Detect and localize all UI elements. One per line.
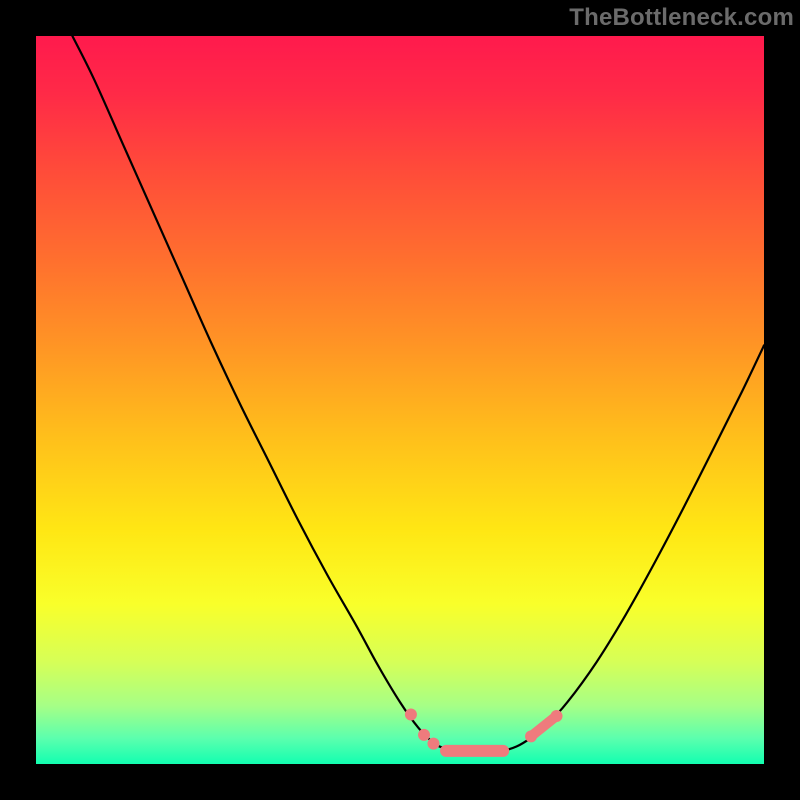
marker-bottom-bar <box>440 745 509 757</box>
marker-dot-0 <box>405 709 417 721</box>
plot-area <box>36 36 764 764</box>
marker-pill-right-cap2 <box>551 710 563 722</box>
marker-dot-2 <box>427 738 439 750</box>
stage: TheBottleneck.com <box>0 0 800 800</box>
watermark-text: TheBottleneck.com <box>569 4 794 32</box>
marker-pill-right-cap1 <box>525 730 537 742</box>
chart-svg <box>36 36 764 764</box>
marker-dot-1 <box>418 729 430 741</box>
bottleneck-curve <box>72 36 764 752</box>
